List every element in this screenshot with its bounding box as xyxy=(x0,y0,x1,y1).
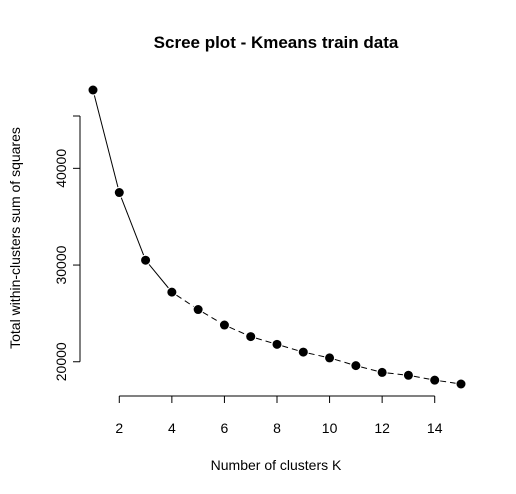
series-line-segment xyxy=(255,337,272,344)
data-point xyxy=(114,188,124,198)
series-line-segment xyxy=(387,372,404,376)
data-point xyxy=(298,347,308,357)
x-axis: 2 4 6 8 10 12 14 xyxy=(115,395,443,436)
series-line-segment xyxy=(440,380,456,384)
data-point xyxy=(430,375,440,385)
data-point xyxy=(403,370,413,380)
data-point xyxy=(219,320,229,330)
x-tick-label: 10 xyxy=(322,420,338,436)
x-tick-label: 14 xyxy=(427,420,443,436)
data-point xyxy=(193,305,203,315)
x-tick-label: 2 xyxy=(115,420,123,436)
x-tick-label: 6 xyxy=(221,420,229,436)
series-points xyxy=(88,85,466,389)
y-axis: 20000 30000 40000 xyxy=(53,115,81,381)
series-line-segment xyxy=(308,352,325,358)
chart-title: Scree plot - Kmeans train data xyxy=(154,33,399,52)
series-lines xyxy=(93,95,456,384)
x-axis-label: Number of clusters K xyxy=(211,457,342,473)
series-line-segment xyxy=(202,311,220,323)
y-tick-label: 30000 xyxy=(53,245,69,284)
data-point xyxy=(88,85,98,95)
x-tick-label: 8 xyxy=(273,420,281,436)
x-tick-label: 12 xyxy=(374,420,390,436)
y-axis-label: Total within-clusters sum of squares xyxy=(7,127,23,349)
data-point xyxy=(272,339,282,349)
data-point xyxy=(325,353,335,363)
series-line-segment xyxy=(120,197,145,256)
y-tick-label: 20000 xyxy=(53,342,69,381)
data-point xyxy=(351,361,361,371)
series-line-segment xyxy=(229,326,246,335)
data-point xyxy=(141,255,151,265)
series-line-segment xyxy=(334,358,351,365)
y-tick-label: 40000 xyxy=(53,149,69,188)
series-line-segment xyxy=(413,375,430,380)
data-point xyxy=(246,332,256,342)
x-tick-label: 4 xyxy=(168,420,176,436)
series-line-segment xyxy=(176,294,194,307)
data-point xyxy=(377,367,387,377)
series-line-segment xyxy=(282,345,299,352)
series-line-segment xyxy=(93,95,119,188)
data-point xyxy=(456,379,466,389)
series-line-segment xyxy=(361,366,377,372)
data-point xyxy=(167,287,177,297)
series-line-segment xyxy=(148,264,169,289)
